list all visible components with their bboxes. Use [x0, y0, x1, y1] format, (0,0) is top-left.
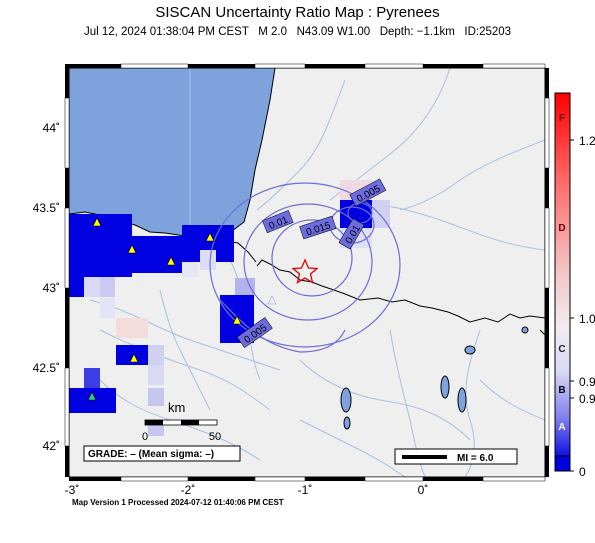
bay-of-biscay — [69, 68, 275, 236]
lat-tick-label: 42˚ — [43, 439, 60, 453]
lon-tick-label: -3˚ — [65, 483, 80, 497]
colorbar-value: 1.0 — [579, 312, 595, 326]
grade-letter: F — [559, 113, 565, 124]
mi-box — [394, 448, 518, 465]
grade-box — [83, 445, 241, 462]
lat-tick-label: 43˚ — [43, 281, 60, 295]
lon-tick-label: -2˚ — [181, 483, 196, 497]
scale-end: 50 — [209, 431, 221, 443]
lat-tick-label: 44˚ — [43, 121, 60, 135]
lat-tick-label: 43.5˚ — [33, 201, 60, 215]
epicenter-star — [291, 258, 319, 284]
axis-labels: -3˚ -2˚ -1˚ 0˚ 44˚ 43.5˚ 43˚ 42.5˚ 42˚ — [33, 121, 429, 497]
stations — [87, 217, 277, 401]
map-frame — [64, 63, 550, 482]
grade-letter: B — [558, 385, 565, 396]
scale-bar: km 0 50 — [142, 400, 221, 443]
contour-labels: 0.005 0.01 0.015 0.01 0.005 — [236, 178, 387, 349]
lat-tick-label: 42.5˚ — [33, 361, 60, 375]
lon-tick-label: 0˚ — [418, 483, 429, 497]
scale-unit: km — [168, 400, 185, 415]
mi-text: MI = 6.0 — [457, 453, 494, 464]
grade-letter: C — [558, 344, 565, 355]
processing-footer: Map Version 1 Processed 2024-07-12 01:40… — [72, 498, 284, 507]
event-subtitle: Jul 12, 2024 01:38:04 PM CEST M 2.0 N43.… — [83, 26, 512, 38]
map-area: 0.005 0.01 0.015 0.01 0.005 — [69, 68, 545, 477]
grade-text: GRADE: – (Mean sigma: –) — [88, 449, 214, 460]
map-title: SISCAN Uncertainty Ratio Map : Pyrenees — [155, 4, 440, 21]
colorbar: F D C B A 1.2 1.0 0.9 0.9 0 — [554, 92, 595, 479]
grade-letter: A — [558, 422, 565, 433]
colorbar-value: 0 — [579, 465, 586, 479]
scale-start: 0 — [142, 431, 148, 443]
grade-letter: D — [558, 223, 565, 234]
colorbar-value: 1.2 — [579, 134, 595, 148]
colorbar-value: 0.9 — [579, 375, 595, 389]
lon-tick-label: -1˚ — [298, 483, 313, 497]
lakes — [340, 326, 529, 430]
colorbar-value: 0.9 — [579, 392, 595, 406]
